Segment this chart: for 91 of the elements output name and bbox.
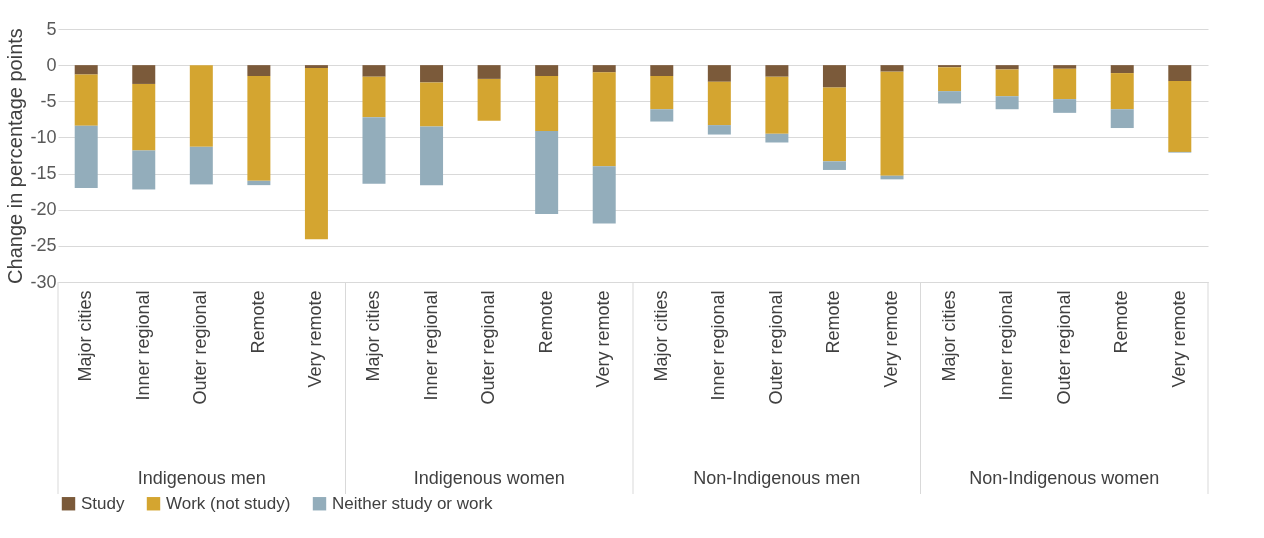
bar bbox=[822, 65, 846, 88]
x-tick-label: Major cities bbox=[938, 290, 959, 382]
y-tick-label: -10 bbox=[30, 126, 57, 147]
bar bbox=[995, 65, 1019, 70]
bar bbox=[707, 125, 731, 135]
bar bbox=[650, 75, 674, 110]
bar bbox=[1110, 65, 1134, 74]
x-tick-label: Outer regional bbox=[478, 290, 499, 405]
bar bbox=[822, 161, 846, 170]
bar bbox=[362, 65, 386, 77]
bar bbox=[420, 65, 444, 83]
x-tick-label: Inner regional bbox=[420, 290, 441, 401]
legend-label: Study bbox=[81, 493, 125, 513]
x-tick-label: Major cities bbox=[362, 290, 383, 382]
bar bbox=[707, 65, 731, 82]
x-tick-label: Very remote bbox=[305, 290, 326, 388]
bar bbox=[304, 68, 328, 240]
y-tick-label: -20 bbox=[30, 199, 57, 220]
bar bbox=[1110, 73, 1134, 110]
text: Indigenous men bbox=[137, 468, 266, 488]
bar bbox=[592, 166, 616, 224]
bar bbox=[938, 91, 962, 104]
bar bbox=[938, 67, 962, 92]
x-tick-label: Outer regional bbox=[1053, 290, 1074, 405]
bar bbox=[880, 71, 904, 176]
bar bbox=[189, 146, 213, 185]
x-tick-label: Inner regional bbox=[132, 290, 153, 401]
text: Non-Indigenous women bbox=[969, 468, 1160, 488]
y-tick-label: -30 bbox=[30, 271, 57, 292]
bar bbox=[1168, 81, 1192, 152]
bar bbox=[132, 150, 156, 190]
x-tick-label: Inner regional bbox=[708, 290, 729, 401]
bar bbox=[535, 65, 559, 76]
y-tick-label: -15 bbox=[30, 163, 57, 184]
y-tick-label: -5 bbox=[40, 90, 57, 111]
x-tick-label: Very remote bbox=[593, 290, 614, 388]
x-tick-label: Remote bbox=[1111, 290, 1132, 354]
bar bbox=[1053, 65, 1077, 69]
bar bbox=[650, 65, 674, 76]
x-tick-label: Remote bbox=[247, 290, 268, 354]
bar bbox=[592, 65, 616, 73]
bar bbox=[132, 83, 156, 151]
bar bbox=[189, 65, 213, 147]
bar bbox=[304, 65, 328, 69]
x-tick-label: Remote bbox=[535, 290, 556, 354]
y-tick-label: -25 bbox=[30, 235, 57, 256]
text: Indigenous women bbox=[413, 468, 565, 488]
bar bbox=[995, 69, 1019, 97]
bar bbox=[420, 126, 444, 186]
bar bbox=[132, 65, 156, 84]
bar bbox=[1110, 109, 1134, 129]
bar bbox=[477, 65, 501, 79]
y-tick-label: 5 bbox=[46, 18, 57, 39]
bar bbox=[995, 96, 1019, 110]
bar bbox=[765, 65, 789, 77]
x-tick-label: Very remote bbox=[1168, 290, 1189, 388]
bar bbox=[477, 78, 501, 121]
x-tick-label: Remote bbox=[823, 290, 844, 354]
bar bbox=[880, 65, 904, 72]
bar bbox=[74, 74, 98, 126]
legend-label: Work (not study) bbox=[166, 493, 291, 513]
x-tick-label: Outer regional bbox=[190, 290, 211, 405]
bar bbox=[535, 75, 559, 131]
bar bbox=[650, 109, 674, 122]
text: Non-Indigenous men bbox=[693, 468, 861, 488]
bar bbox=[74, 65, 98, 75]
x-tick-label: Inner regional bbox=[996, 290, 1017, 401]
x-tick-label: Major cities bbox=[75, 290, 96, 382]
bar bbox=[247, 180, 271, 186]
bar bbox=[765, 133, 789, 143]
x-tick-label: Outer regional bbox=[765, 290, 786, 405]
y-axis-title: Change in percentage points bbox=[4, 28, 27, 284]
bar bbox=[822, 87, 846, 162]
bar bbox=[247, 65, 271, 76]
bar bbox=[938, 65, 962, 68]
bar bbox=[1053, 68, 1077, 100]
bar bbox=[707, 81, 731, 126]
bar bbox=[362, 117, 386, 184]
bar bbox=[362, 76, 386, 118]
bar bbox=[247, 75, 271, 181]
bar bbox=[1053, 99, 1077, 113]
x-tick-label: Major cities bbox=[650, 290, 671, 382]
bar bbox=[1168, 65, 1192, 82]
bar bbox=[74, 125, 98, 189]
legend-label: Neither study or work bbox=[332, 493, 494, 513]
bar bbox=[765, 76, 789, 134]
x-tick-label: Very remote bbox=[881, 290, 902, 388]
bar bbox=[420, 82, 444, 127]
bar bbox=[535, 130, 559, 215]
bar bbox=[592, 72, 616, 167]
y-tick-label: 0 bbox=[46, 54, 57, 75]
